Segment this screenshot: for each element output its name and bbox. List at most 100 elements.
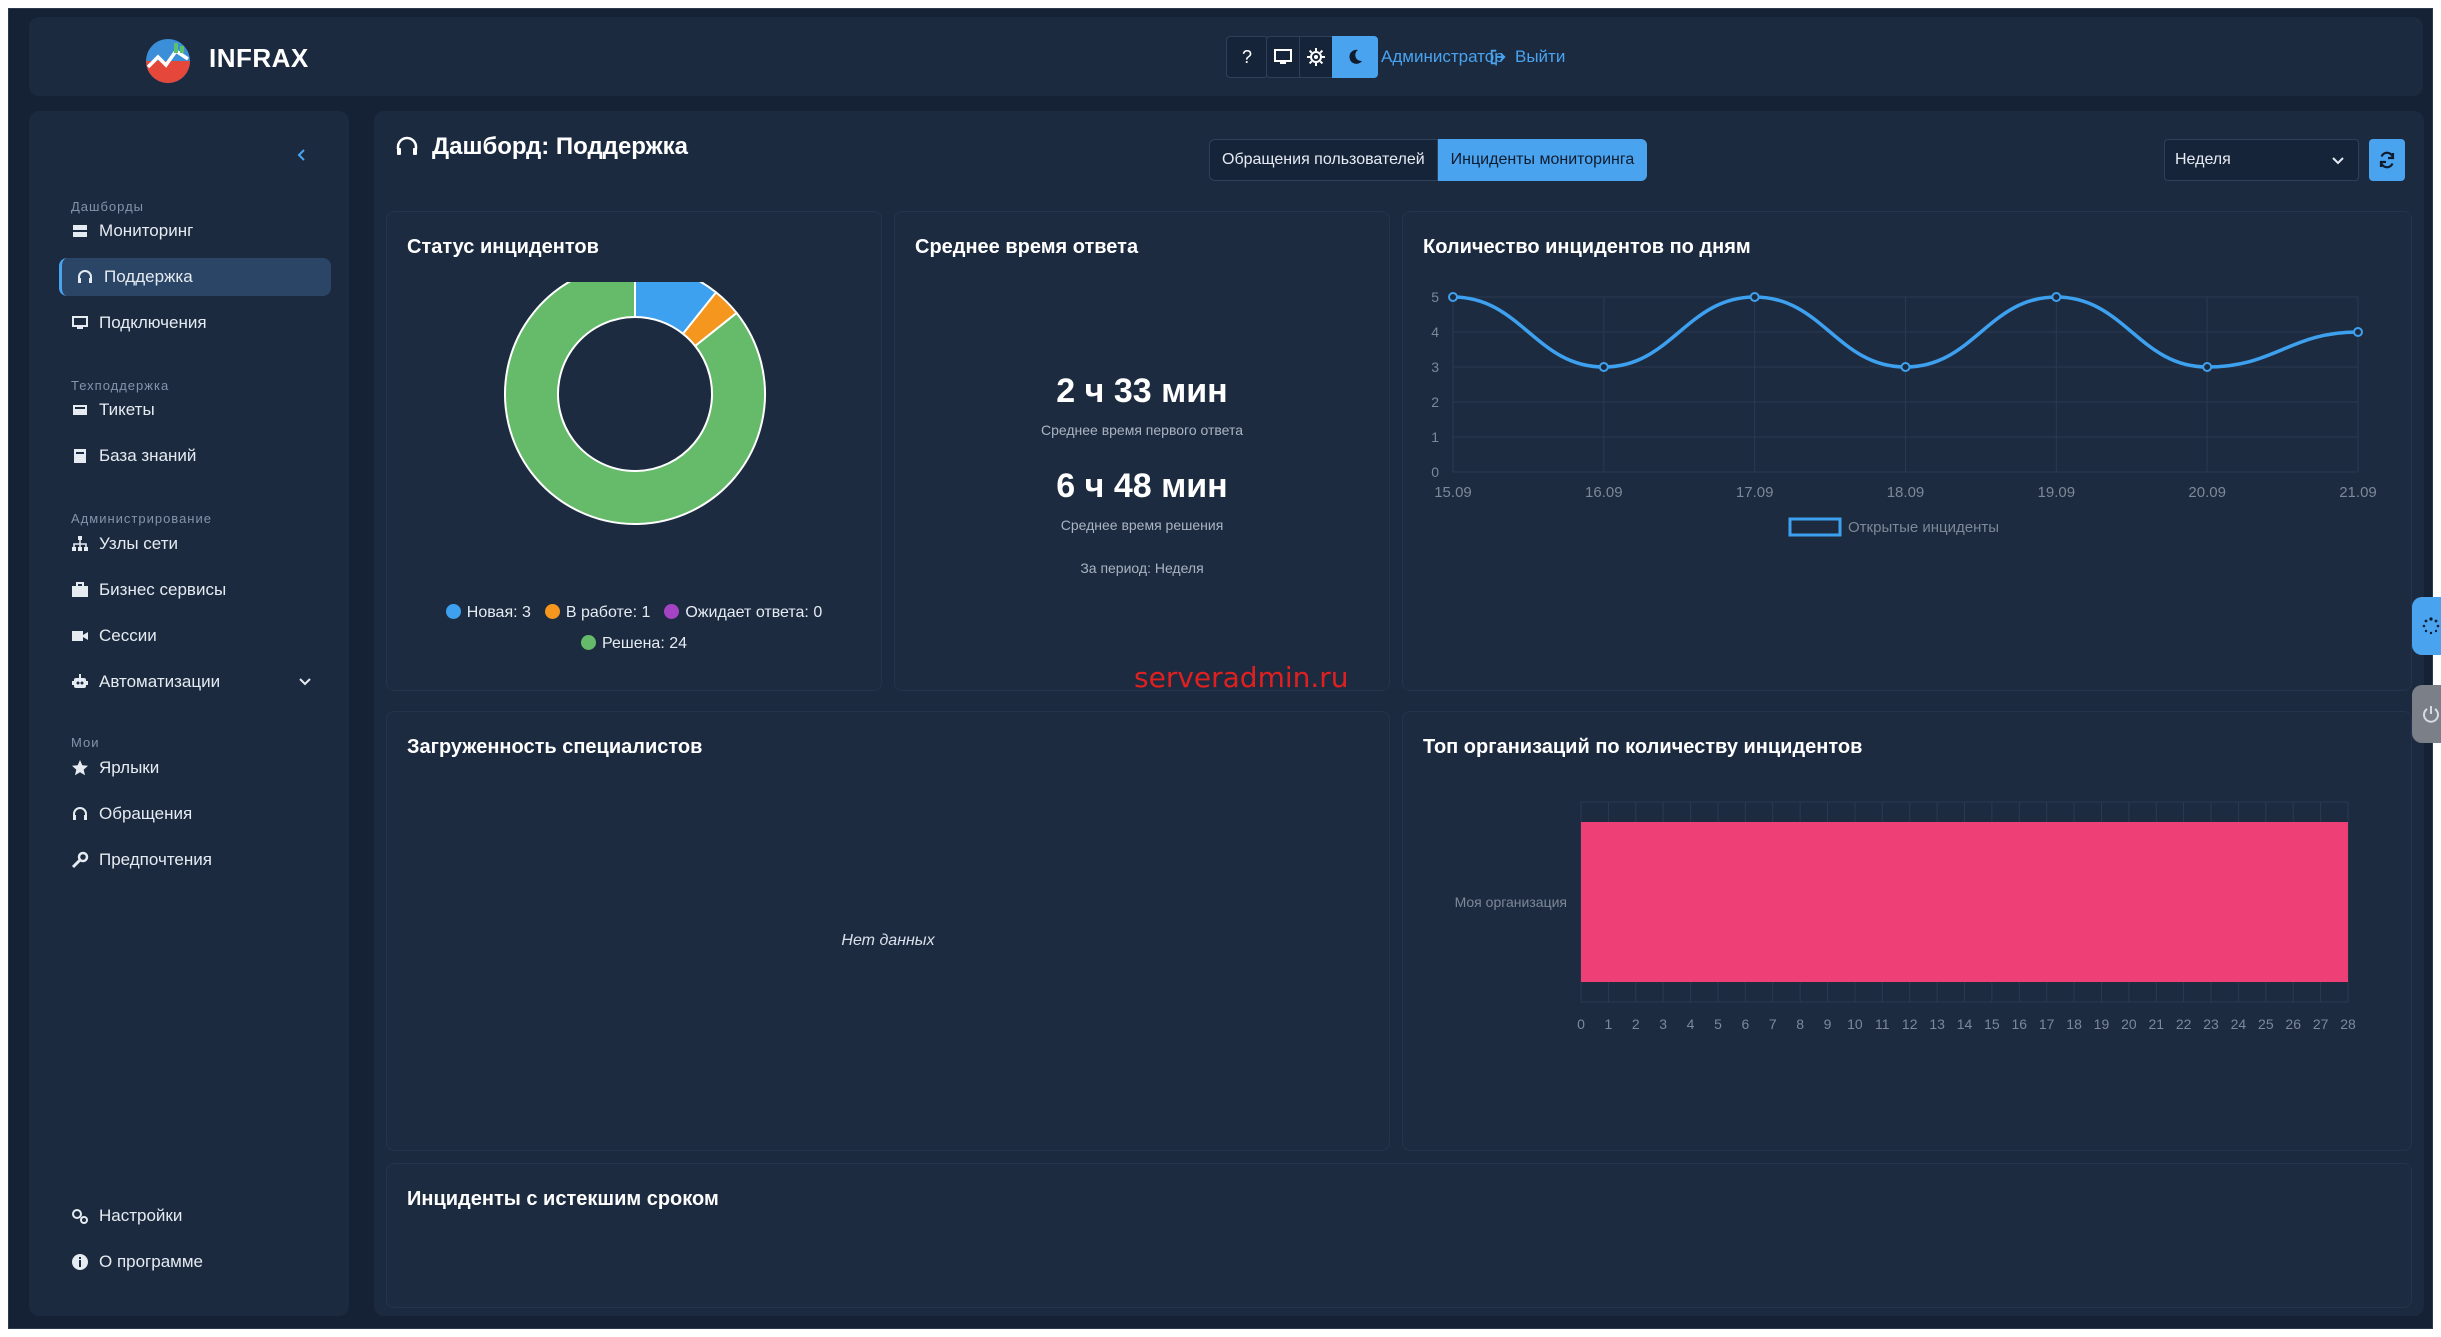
info-icon <box>72 1254 88 1270</box>
x-tick-label: 17 <box>2039 1016 2055 1032</box>
status-donut-chart <box>504 282 766 525</box>
sidebar-item-label: О программе <box>99 1252 204 1271</box>
legend-item-waiting[interactable]: Ожидает ответа: 0 <box>664 604 822 622</box>
sidebar-item-about[interactable]: О программе <box>59 1243 331 1281</box>
legend-dot <box>445 604 461 619</box>
dark-theme-button[interactable] <box>1332 36 1378 78</box>
legend-swatch <box>1788 517 1842 537</box>
first-response-value: 2 ч 33 мин <box>1056 372 1228 410</box>
bar[interactable] <box>1581 822 2348 982</box>
data-point[interactable] <box>1598 362 1609 372</box>
card-expired-incidents: Инциденты с истекшим сроком <box>386 1163 2412 1308</box>
tab-user-requests[interactable]: Обращения пользователей <box>1209 139 1438 181</box>
x-tick-label: 5 <box>1714 1016 1722 1032</box>
desktop-view-button[interactable] <box>1266 36 1300 78</box>
sidebar-section-dashboards: Дашборды <box>71 199 144 214</box>
top-header: INFRAX ? Администратор Выйти <box>29 17 2423 96</box>
admin-user-link[interactable]: Администратор <box>1381 47 1504 67</box>
sidebar-item-label: База знаний <box>99 446 197 465</box>
legend-label: Решена: 24 <box>601 635 688 652</box>
sidebar-item-automations[interactable]: Автоматизации <box>59 663 331 701</box>
book-icon <box>74 449 86 463</box>
sidebar-item-preferences[interactable]: Предпочтения <box>59 841 331 879</box>
power-panel-toggle[interactable] <box>2412 685 2441 743</box>
data-point[interactable] <box>1448 292 1458 302</box>
donut-slice[interactable] <box>504 282 766 525</box>
x-tick-label: 17.09 <box>1736 484 1774 501</box>
legend-label: Ожидает ответа: 0 <box>685 604 823 621</box>
x-tick-label: 24 <box>2231 1016 2247 1032</box>
data-point[interactable] <box>2051 292 2062 302</box>
y-tick-label: 0 <box>1431 464 1439 480</box>
sidebar-item-sessions[interactable]: Сессии <box>59 617 331 655</box>
sidebar-item-label: Обращения <box>99 804 193 823</box>
watermark-text: serveradmin.ru <box>1134 661 1349 694</box>
wrench-icon <box>71 851 89 869</box>
x-tick-label: 9 <box>1824 1016 1832 1032</box>
top-orgs-bar-chart: 0 1 2 3 4 5 6 7 8 9 10 11 12 13 14 15 16 17 18 19 20 21 22 23 24… <box>1455 801 2356 1032</box>
logout-link[interactable]: Выйти <box>1489 47 1565 67</box>
legend-label: В работе: 1 <box>565 604 651 621</box>
admin-user-label: Администратор <box>1381 47 1504 66</box>
sidebar-item-shortcuts[interactable]: Ярлыки <box>59 749 331 787</box>
data-point[interactable] <box>1749 292 1760 302</box>
sidebar-item-support[interactable]: Поддержка <box>59 258 331 296</box>
resolve-time-label: Среднее время решения <box>1060 517 1224 533</box>
legend-dot <box>580 635 596 650</box>
sidebar-item-business-services[interactable]: Бизнес сервисы <box>59 571 331 609</box>
server-icon <box>73 225 87 237</box>
sidebar-item-connections[interactable]: Подключения <box>59 304 331 342</box>
sidebar-item-network-nodes[interactable]: Узлы сети <box>59 525 331 563</box>
monitor-icon <box>72 316 88 329</box>
sidebar-item-label: Ярлыки <box>99 758 160 777</box>
logout-label: Выйти <box>1515 47 1566 66</box>
briefcase-icon <box>72 582 88 597</box>
collapse-sidebar-icon[interactable] <box>294 147 310 163</box>
spinner-icon <box>2422 617 2440 635</box>
card-title: Загруженность специалистов <box>407 736 703 758</box>
x-tick-label: 1 <box>1604 1016 1612 1032</box>
tab-monitoring-incidents[interactable]: Инциденты мониторинга <box>1437 139 1648 181</box>
sidebar-item-tickets[interactable]: Тикеты <box>59 391 331 429</box>
data-point[interactable] <box>2202 362 2213 372</box>
settings-button[interactable] <box>1299 36 1333 78</box>
gears-icon <box>72 1209 88 1224</box>
sidebar-item-monitoring[interactable]: Мониторинг <box>59 212 331 250</box>
sidebar-item-label: Мониторинг <box>99 221 194 240</box>
card-incident-status: Статус инцидентов Новая: 3 В работе: 1 О… <box>386 211 882 691</box>
legend-label: Новая: 3 <box>466 604 531 621</box>
sidebar-item-requests[interactable]: Обращения <box>59 795 331 833</box>
main-content: Дашборд: Поддержка Обращения пользовател… <box>374 111 2424 1316</box>
sidebar-section-admin: Администрирование <box>71 511 212 526</box>
legend-item-new[interactable]: Новая: 3 <box>445 604 531 622</box>
card-top-organizations: Топ организаций по количеству инцидентов… <box>1402 711 2412 1151</box>
x-tick-label: 18.09 <box>1887 484 1925 501</box>
network-icon <box>72 536 88 551</box>
x-tick-label: 3 <box>1659 1016 1667 1032</box>
x-tick-label: 20 <box>2121 1016 2137 1032</box>
page-title-text: Дашборд: Поддержка <box>432 133 689 160</box>
sidebar-section-mine: Мои <box>71 735 100 750</box>
x-tick-label: 10 <box>1847 1016 1863 1032</box>
data-point[interactable] <box>2353 327 2363 337</box>
data-point[interactable] <box>1900 362 1911 372</box>
x-tick-label: 16.09 <box>1585 484 1623 501</box>
refresh-button[interactable] <box>2369 139 2405 181</box>
monitor-icon <box>1274 49 1292 64</box>
x-tick-label: 26 <box>2285 1016 2301 1032</box>
ticket-icon <box>73 405 87 415</box>
sidebar-item-settings[interactable]: Настройки <box>59 1197 331 1235</box>
sidebar-item-knowledge-base[interactable]: База знаний <box>59 437 331 475</box>
legend-label[interactable]: Открытые инциденты <box>1848 519 1999 536</box>
card-specialist-workload: Загруженность специалистов Нет данных <box>386 711 1390 1151</box>
legend-item-resolved[interactable]: Решена: 24 <box>580 635 688 653</box>
help-button[interactable]: ? <box>1226 36 1268 78</box>
first-response-label: Среднее время первого ответа <box>1040 422 1244 438</box>
resolve-time-value: 6 ч 48 мин <box>1056 467 1228 505</box>
sidebar-item-label: Узлы сети <box>99 534 178 553</box>
x-tick-label: 6 <box>1741 1016 1749 1032</box>
period-select[interactable]: Неделя <box>2164 139 2359 181</box>
side-panel-toggle[interactable] <box>2412 597 2441 655</box>
legend-item-in-progress[interactable]: В работе: 1 <box>544 604 651 622</box>
x-tick-label: 14 <box>1957 1016 1973 1032</box>
